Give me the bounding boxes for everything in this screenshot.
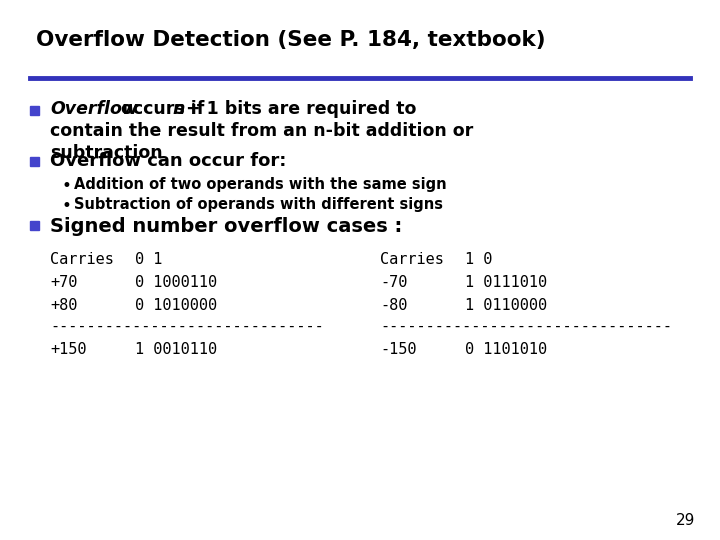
Bar [30,157,39,166]
Text: 1 0110000: 1 0110000 [465,298,547,313]
Text: 29: 29 [675,513,695,528]
Bar [30,221,39,230]
Text: •: • [62,177,72,195]
Text: + 1 bits are required to: + 1 bits are required to [180,100,416,118]
Text: Subtraction of operands with different signs: Subtraction of operands with different s… [74,197,443,212]
Text: contain the result from an n-bit addition or: contain the result from an n-bit additio… [50,122,473,140]
Text: Overflow can occur for:: Overflow can occur for: [50,152,287,170]
Text: ------------------------------: ------------------------------ [50,319,324,334]
Text: Overflow Detection (See P. 184, textbook): Overflow Detection (See P. 184, textbook… [36,30,546,50]
Text: -150: -150 [380,342,416,357]
Text: 1 0010110: 1 0010110 [135,342,217,357]
Text: 0 1010000: 0 1010000 [135,298,217,313]
Text: Carries: Carries [50,252,114,267]
Text: +80: +80 [50,298,77,313]
Text: -80: -80 [380,298,408,313]
Text: 0 1000110: 0 1000110 [135,275,217,290]
Text: 1 0: 1 0 [465,252,492,267]
Text: •: • [62,197,72,215]
Text: --------------------------------: -------------------------------- [380,319,672,334]
Text: Addition of two operands with the same sign: Addition of two operands with the same s… [74,177,446,192]
Text: 0 1: 0 1 [135,252,163,267]
Text: +150: +150 [50,342,86,357]
Text: -70: -70 [380,275,408,290]
Text: Overflow: Overflow [50,100,138,118]
Text: n: n [172,100,184,118]
Text: Carries: Carries [380,252,444,267]
Bar [30,106,39,115]
Text: +70: +70 [50,275,77,290]
Text: 0 1101010: 0 1101010 [465,342,547,357]
Text: Signed number overflow cases :: Signed number overflow cases : [50,217,402,236]
Text: occurs if: occurs if [115,100,210,118]
Text: subtraction: subtraction [50,144,163,162]
Text: 1 0111010: 1 0111010 [465,275,547,290]
